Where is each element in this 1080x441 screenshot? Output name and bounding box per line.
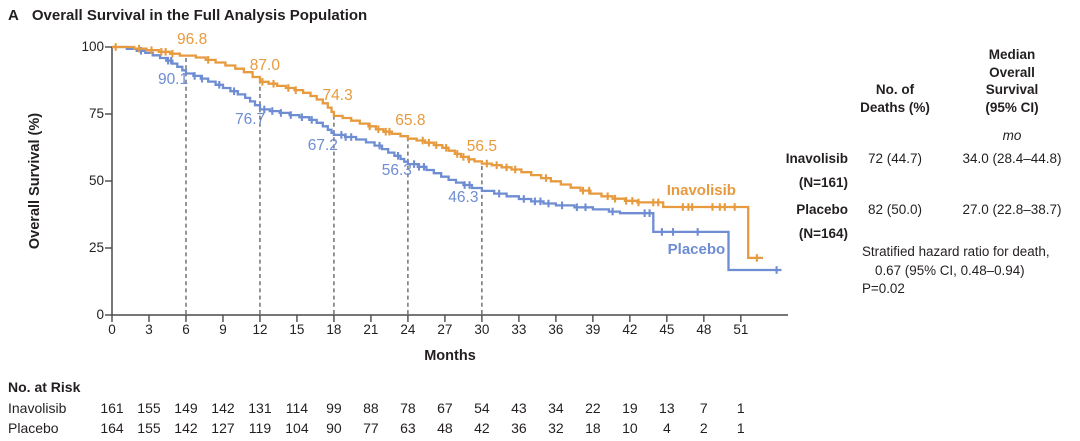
y-tick-label: 25 bbox=[88, 240, 104, 255]
risk-count-inavolisib: 131 bbox=[248, 400, 272, 416]
risk-count-placebo: 164 bbox=[100, 420, 124, 436]
x-tick-label: 6 bbox=[182, 322, 190, 337]
x-tick-label: 45 bbox=[659, 322, 675, 337]
y-tick-label: 0 bbox=[96, 307, 104, 322]
deaths-inavolisib: 72 (44.7) bbox=[867, 151, 923, 166]
x-tick-label: 15 bbox=[289, 322, 305, 337]
risk-count-inavolisib: 155 bbox=[137, 400, 161, 416]
y-tick-label: 50 bbox=[88, 173, 104, 188]
deaths-column-header: No. of Deaths (%) bbox=[860, 82, 930, 115]
survival-pct-label-placebo: 46.3 bbox=[448, 188, 479, 206]
x-tick-label: 9 bbox=[219, 322, 227, 337]
side-row-label-inavolisib: Inavolisib bbox=[785, 151, 848, 166]
risk-count-placebo: 10 bbox=[622, 420, 638, 436]
risk-count-inavolisib: 19 bbox=[622, 400, 638, 416]
median-os-inavolisib: 34.0 (28.4–44.8) bbox=[962, 151, 1062, 166]
x-tick-label: 39 bbox=[585, 322, 601, 337]
risk-count-placebo: 142 bbox=[174, 420, 198, 436]
risk-count-placebo: 48 bbox=[437, 420, 453, 436]
risk-count-placebo: 77 bbox=[363, 420, 379, 436]
risk-row-label-placebo: Placebo bbox=[8, 420, 59, 436]
curve-label-placebo: Placebo bbox=[667, 240, 726, 258]
x-tick-label: 51 bbox=[733, 322, 749, 337]
risk-count-placebo: 63 bbox=[400, 420, 416, 436]
risk-count-inavolisib: 54 bbox=[474, 400, 490, 416]
x-tick-label: 3 bbox=[145, 322, 153, 337]
median-os-column-header: Median Overall Survival (95% CI) bbox=[985, 47, 1039, 115]
risk-count-placebo: 4 bbox=[662, 420, 671, 436]
hazard-ratio-footnote: Stratified hazard ratio for death, 0.67 … bbox=[862, 244, 1050, 296]
survival-curve-inavolisib bbox=[112, 45, 763, 260]
risk-count-inavolisib: 78 bbox=[400, 400, 416, 416]
x-tick-label: 36 bbox=[548, 322, 564, 337]
panel-letter: A bbox=[8, 7, 19, 24]
risk-count-inavolisib: 13 bbox=[659, 400, 675, 416]
risk-count-placebo: 32 bbox=[548, 420, 564, 436]
survival-pct-label-placebo: 90.1 bbox=[157, 70, 189, 88]
risk-count-inavolisib: 149 bbox=[174, 400, 198, 416]
survival-pct-label-inavolisib: 56.5 bbox=[466, 137, 497, 155]
risk-count-placebo: 2 bbox=[699, 420, 708, 436]
risk-count-inavolisib: 142 bbox=[211, 400, 235, 416]
x-axis-label: Months bbox=[424, 348, 476, 364]
x-tick-label: 24 bbox=[400, 322, 416, 337]
side-row-label-placebo: Placebo bbox=[796, 202, 848, 217]
risk-count-inavolisib: 161 bbox=[100, 400, 124, 416]
survival-pct-label-placebo: 67.2 bbox=[307, 136, 338, 154]
x-tick-label: 33 bbox=[511, 322, 527, 337]
side-row-n-inavolisib: (N=161) bbox=[798, 175, 848, 190]
survival-pct-label-placebo: 56.3 bbox=[381, 162, 412, 180]
survival-pct-label-inavolisib: 65.8 bbox=[395, 111, 426, 129]
risk-count-placebo: 155 bbox=[137, 420, 161, 436]
risk-count-placebo: 119 bbox=[248, 420, 272, 436]
risk-count-inavolisib: 88 bbox=[363, 400, 379, 416]
risk-count-placebo: 1 bbox=[736, 420, 745, 436]
curve-label-inavolisib: Inavolisib bbox=[666, 181, 736, 199]
x-tick-label: 30 bbox=[474, 322, 490, 337]
survival-pct-label-inavolisib: 74.3 bbox=[322, 87, 353, 105]
risk-count-inavolisib: 22 bbox=[585, 400, 601, 416]
risk-row-label-inavolisib: Inavolisib bbox=[8, 400, 67, 416]
risk-table-header: No. at Risk bbox=[8, 379, 81, 395]
y-tick-label: 75 bbox=[88, 106, 104, 121]
x-tick-label: 12 bbox=[252, 322, 268, 337]
risk-count-inavolisib: 114 bbox=[285, 400, 309, 416]
survival-pct-label-inavolisib: 87.0 bbox=[249, 57, 280, 75]
risk-count-inavolisib: 7 bbox=[699, 400, 708, 416]
risk-count-inavolisib: 1 bbox=[736, 400, 745, 416]
figure-title: A Overall Survival in the Full Analysis P… bbox=[8, 7, 367, 24]
risk-count-placebo: 127 bbox=[211, 420, 235, 436]
risk-count-placebo: 42 bbox=[474, 420, 490, 436]
median-os-placebo: 27.0 (22.8–38.7) bbox=[962, 202, 1062, 217]
title-text: Overall Survival in the Full Analysis Po… bbox=[31, 7, 368, 24]
x-tick-label: 48 bbox=[696, 322, 712, 337]
x-tick-label: 21 bbox=[363, 322, 379, 337]
deaths-placebo: 82 (50.0) bbox=[867, 202, 923, 217]
risk-count-inavolisib: 99 bbox=[326, 400, 342, 416]
side-row-n-placebo: (N=164) bbox=[798, 226, 848, 241]
survival-pct-label-inavolisib: 96.8 bbox=[177, 31, 208, 49]
survival-curve-placebo bbox=[112, 45, 782, 272]
risk-count-inavolisib: 67 bbox=[437, 400, 453, 416]
risk-count-inavolisib: 43 bbox=[511, 400, 527, 416]
risk-count-placebo: 36 bbox=[511, 420, 527, 436]
x-tick-label: 18 bbox=[326, 322, 342, 337]
x-tick-label: 27 bbox=[437, 322, 453, 337]
median-unit: mo bbox=[1002, 128, 1022, 143]
y-tick-label: 100 bbox=[81, 39, 104, 54]
x-tick-label: 42 bbox=[622, 322, 638, 337]
y-axis-label: Overall Survival (%) bbox=[27, 112, 43, 250]
survival-pct-label-placebo: 76.7 bbox=[235, 110, 266, 128]
risk-count-placebo: 90 bbox=[326, 420, 342, 436]
x-tick-label: 0 bbox=[108, 322, 116, 337]
risk-count-inavolisib: 34 bbox=[548, 400, 564, 416]
risk-count-placebo: 104 bbox=[285, 420, 309, 436]
risk-count-placebo: 18 bbox=[585, 420, 601, 436]
